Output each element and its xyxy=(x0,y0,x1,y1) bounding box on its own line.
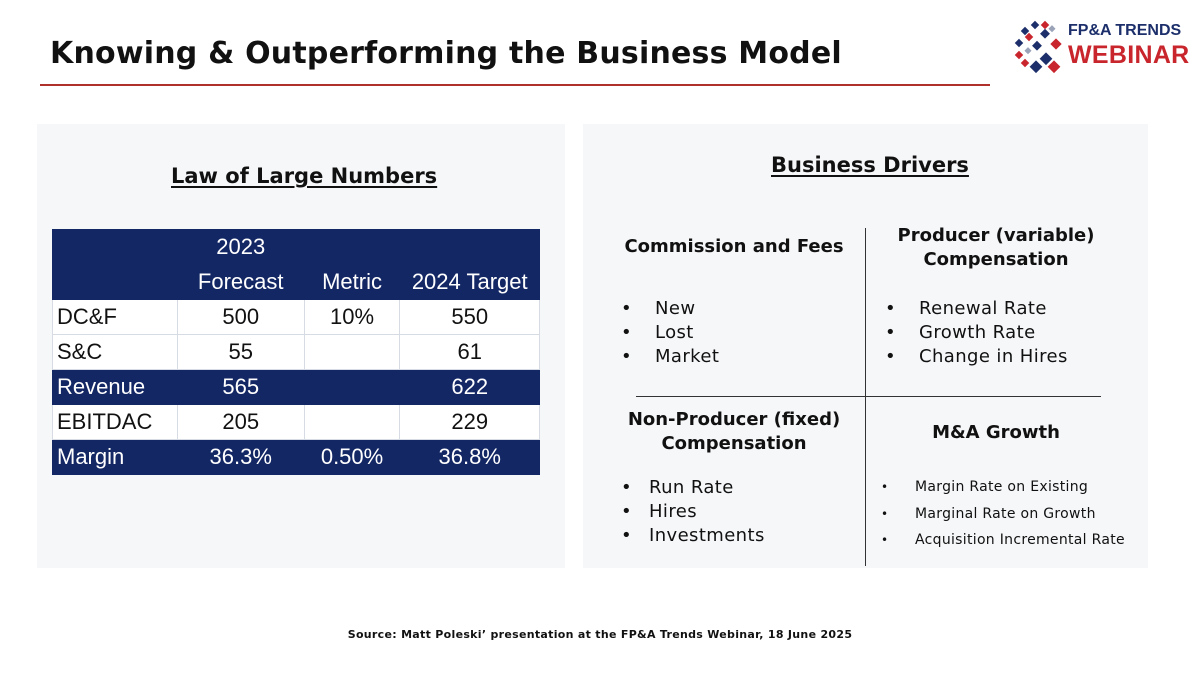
forecast-table: 2023 Forecast Metric 2024 Target DC&F 50… xyxy=(52,229,540,475)
list-item: • Change in Hires xyxy=(885,346,1068,367)
slide-title: Knowing & Outperforming the Business Mod… xyxy=(50,36,842,71)
list-item: • Renewal Rate xyxy=(885,298,1047,319)
table-row-highlight: Revenue 565 622 xyxy=(52,369,540,405)
table-row: EBITDAC 205 229 xyxy=(52,404,540,440)
title-divider xyxy=(40,84,990,86)
logo-mark-icon xyxy=(1014,20,1062,74)
list-item: • New xyxy=(621,298,696,319)
quadrant-vertical-divider xyxy=(865,228,866,566)
list-item: • Hires xyxy=(621,501,697,522)
ma-growth-title: M&A Growth xyxy=(932,422,1060,443)
row-label: S&C xyxy=(52,334,178,370)
fpa-trends-logo: FP&A TRENDS WEBINAR xyxy=(1012,18,1190,80)
business-drivers-heading: Business Drivers xyxy=(771,153,969,177)
row-forecast: 565 xyxy=(176,369,305,405)
table-header-cell xyxy=(303,229,401,265)
producer-compensation-list: • Renewal Rate • Growth Rate • Change in Hi… xyxy=(885,297,1068,369)
row-target: 229 xyxy=(399,404,540,440)
row-label: Revenue xyxy=(52,369,178,405)
table-header-row: Forecast Metric 2024 Target xyxy=(52,264,540,300)
row-label: DC&F xyxy=(52,299,178,335)
table-row: DC&F 500 10% 550 xyxy=(52,299,540,335)
commission-fees-list: • New • Lost • Market xyxy=(621,297,719,369)
list-item: • Investments xyxy=(621,525,765,546)
list-item: • Lost xyxy=(621,322,694,343)
list-item: • Margin Rate on Existing xyxy=(881,479,1089,495)
row-forecast: 205 xyxy=(176,404,305,440)
row-target: 550 xyxy=(399,299,540,335)
row-forecast: 36.3% xyxy=(176,439,305,475)
table-header-metric: Metric xyxy=(303,264,401,300)
law-of-large-numbers-heading: Law of Large Numbers xyxy=(171,164,438,188)
row-label: EBITDAC xyxy=(52,404,178,440)
row-forecast: 500 xyxy=(176,299,305,335)
list-item: • Market xyxy=(621,346,720,367)
row-target: 622 xyxy=(399,369,540,405)
row-metric xyxy=(303,404,401,440)
table-header-row: 2023 xyxy=(52,229,540,265)
logo-text-fpa-trends: FP&A TRENDS xyxy=(1068,22,1182,39)
list-item: • Acquisition Incremental Rate xyxy=(881,532,1125,548)
table-header-cell xyxy=(52,264,178,300)
table-header-forecast: Forecast xyxy=(176,264,305,300)
list-item: • Run Rate xyxy=(621,477,734,498)
row-metric xyxy=(303,334,401,370)
row-target: 61 xyxy=(399,334,540,370)
table-header-cell xyxy=(399,229,540,265)
row-metric: 0.50% xyxy=(303,439,401,475)
list-item: • Growth Rate xyxy=(885,322,1036,343)
table-row: S&C 55 61 xyxy=(52,334,540,370)
ma-growth-list: • Margin Rate on Existing • Marginal Rate … xyxy=(881,474,1125,554)
producer-compensation-title: Producer (variable) Compensation xyxy=(897,225,1095,270)
non-producer-compensation-list: • Run Rate • Hires • Investments xyxy=(621,476,765,548)
source-footnote: Source: Matt Poleski’ presentation at th… xyxy=(347,628,853,641)
logo-text-webinar: WEBINAR xyxy=(1068,41,1190,69)
row-forecast: 55 xyxy=(176,334,305,370)
row-target: 36.8% xyxy=(399,439,540,475)
row-label: Margin xyxy=(52,439,178,475)
list-item: • Marginal Rate on Growth xyxy=(881,505,1096,522)
table-header-target: 2024 Target xyxy=(399,264,540,300)
table-header-cell xyxy=(52,229,178,265)
row-metric: 10% xyxy=(303,299,401,335)
table-row-highlight: Margin 36.3% 0.50% 36.8% xyxy=(52,439,540,475)
non-producer-compensation-title: Non-Producer (fixed) Compensation xyxy=(627,409,841,454)
row-metric xyxy=(303,369,401,405)
quadrant-horizontal-divider xyxy=(636,396,1101,397)
commission-fees-title: Commission and Fees xyxy=(624,236,844,257)
table-header-forecast-year: 2023 xyxy=(176,229,305,265)
